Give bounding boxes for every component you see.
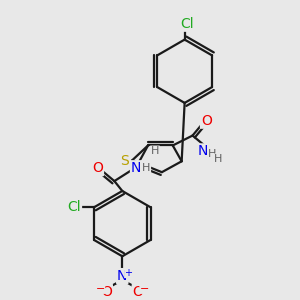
Text: H: H [142,163,150,173]
Text: O: O [201,114,212,128]
Text: Cl: Cl [68,200,81,214]
Text: N: N [131,161,141,175]
Text: O: O [133,285,144,299]
Text: O: O [92,161,103,175]
Text: H: H [208,149,217,159]
Text: N: N [117,269,128,283]
Text: Cl: Cl [180,17,194,31]
Text: H: H [151,146,159,156]
Text: O: O [101,285,112,299]
Text: −: − [140,284,149,294]
Text: +: + [124,268,132,278]
Text: H: H [214,154,223,164]
Text: N: N [197,144,208,158]
Text: −: − [96,284,105,294]
Text: S: S [120,154,129,168]
